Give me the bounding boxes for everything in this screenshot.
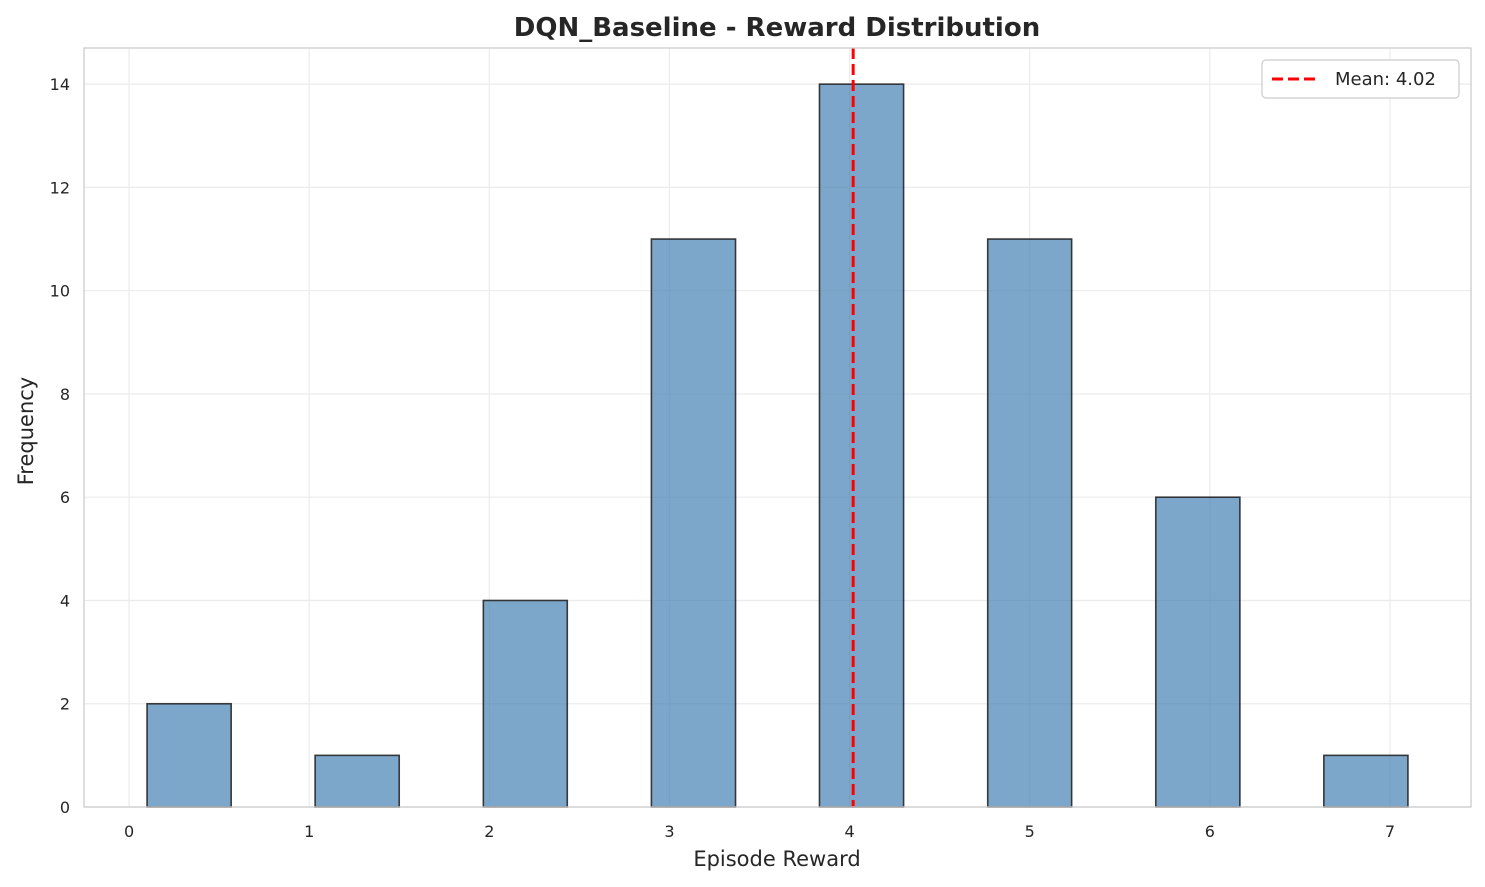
histogram-bar [986,238,1073,808]
y-tick-label: 2 [60,695,70,714]
legend-box [1261,59,1460,99]
y-tick-label: 0 [60,798,70,817]
y-tick-label: 10 [50,282,70,301]
y-axis-label: Frequency [14,377,38,486]
histogram-bar [1323,754,1409,808]
x-tick-label: 4 [844,822,854,841]
histogram-bar [482,599,569,808]
histogram-bar [146,702,232,808]
histogram-bar [818,83,905,808]
histogram-bar [650,238,737,808]
legend: Mean: 4.02 [1261,59,1460,99]
grid-lines [84,48,1471,808]
histogram-bar [1154,496,1241,808]
y-tick-label: 6 [60,488,70,507]
x-tick-label: 3 [664,822,674,841]
y-tick-labels: 0 2 4 6 8 10 12 14 [50,75,70,817]
y-tick-label: 8 [60,385,70,404]
x-tick-label: 5 [1025,822,1035,841]
histogram-bars [146,83,1409,808]
y-tick-label: 4 [60,591,70,610]
legend-mean-label: Mean: 4.02 [1335,69,1436,90]
x-tick-label: 6 [1205,822,1215,841]
chart-title: DQN_Baseline - Reward Distribution [514,13,1040,43]
x-axis-label: Episode Reward [693,847,860,871]
y-tick-label: 14 [50,75,70,94]
plot-frame [83,47,1472,808]
x-tick-label: 7 [1385,822,1395,841]
x-tick-labels: 0 1 2 3 4 5 6 7 [124,822,1395,841]
x-tick-label: 2 [484,822,494,841]
y-tick-label: 12 [50,178,70,197]
x-tick-label: 0 [124,822,134,841]
histogram-bar [314,754,401,808]
x-tick-label: 1 [304,822,314,841]
